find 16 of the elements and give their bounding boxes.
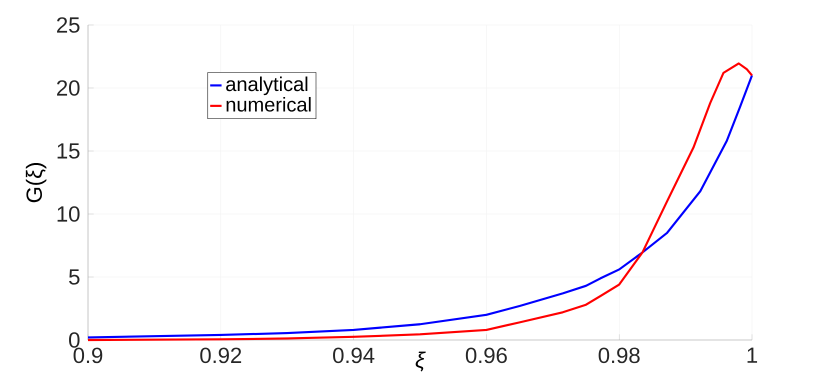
x-tick-label: 0.96: [466, 348, 507, 364]
y-tick-label: 15: [58, 143, 80, 159]
x-tick-label: 0.98: [598, 348, 640, 364]
y-tick-label: 0: [69, 332, 80, 348]
x-tick-label: 0.92: [200, 348, 242, 364]
legend-label: numerical: [226, 96, 311, 112]
y-tick-label: 20: [57, 80, 80, 96]
y-tick-label: 5: [69, 269, 80, 285]
x-tick-label: 1: [748, 348, 758, 363]
y-axis-title: G(ξ): [26, 163, 46, 202]
legend-label: analytical: [226, 76, 308, 96]
y-tick-label: 25: [57, 17, 80, 33]
y-tick-label: 10: [58, 206, 80, 222]
x-tick-label: 0.9: [74, 348, 102, 364]
x-axis-title: ξ: [416, 352, 426, 372]
x-tick-label: 0.94: [333, 348, 374, 364]
